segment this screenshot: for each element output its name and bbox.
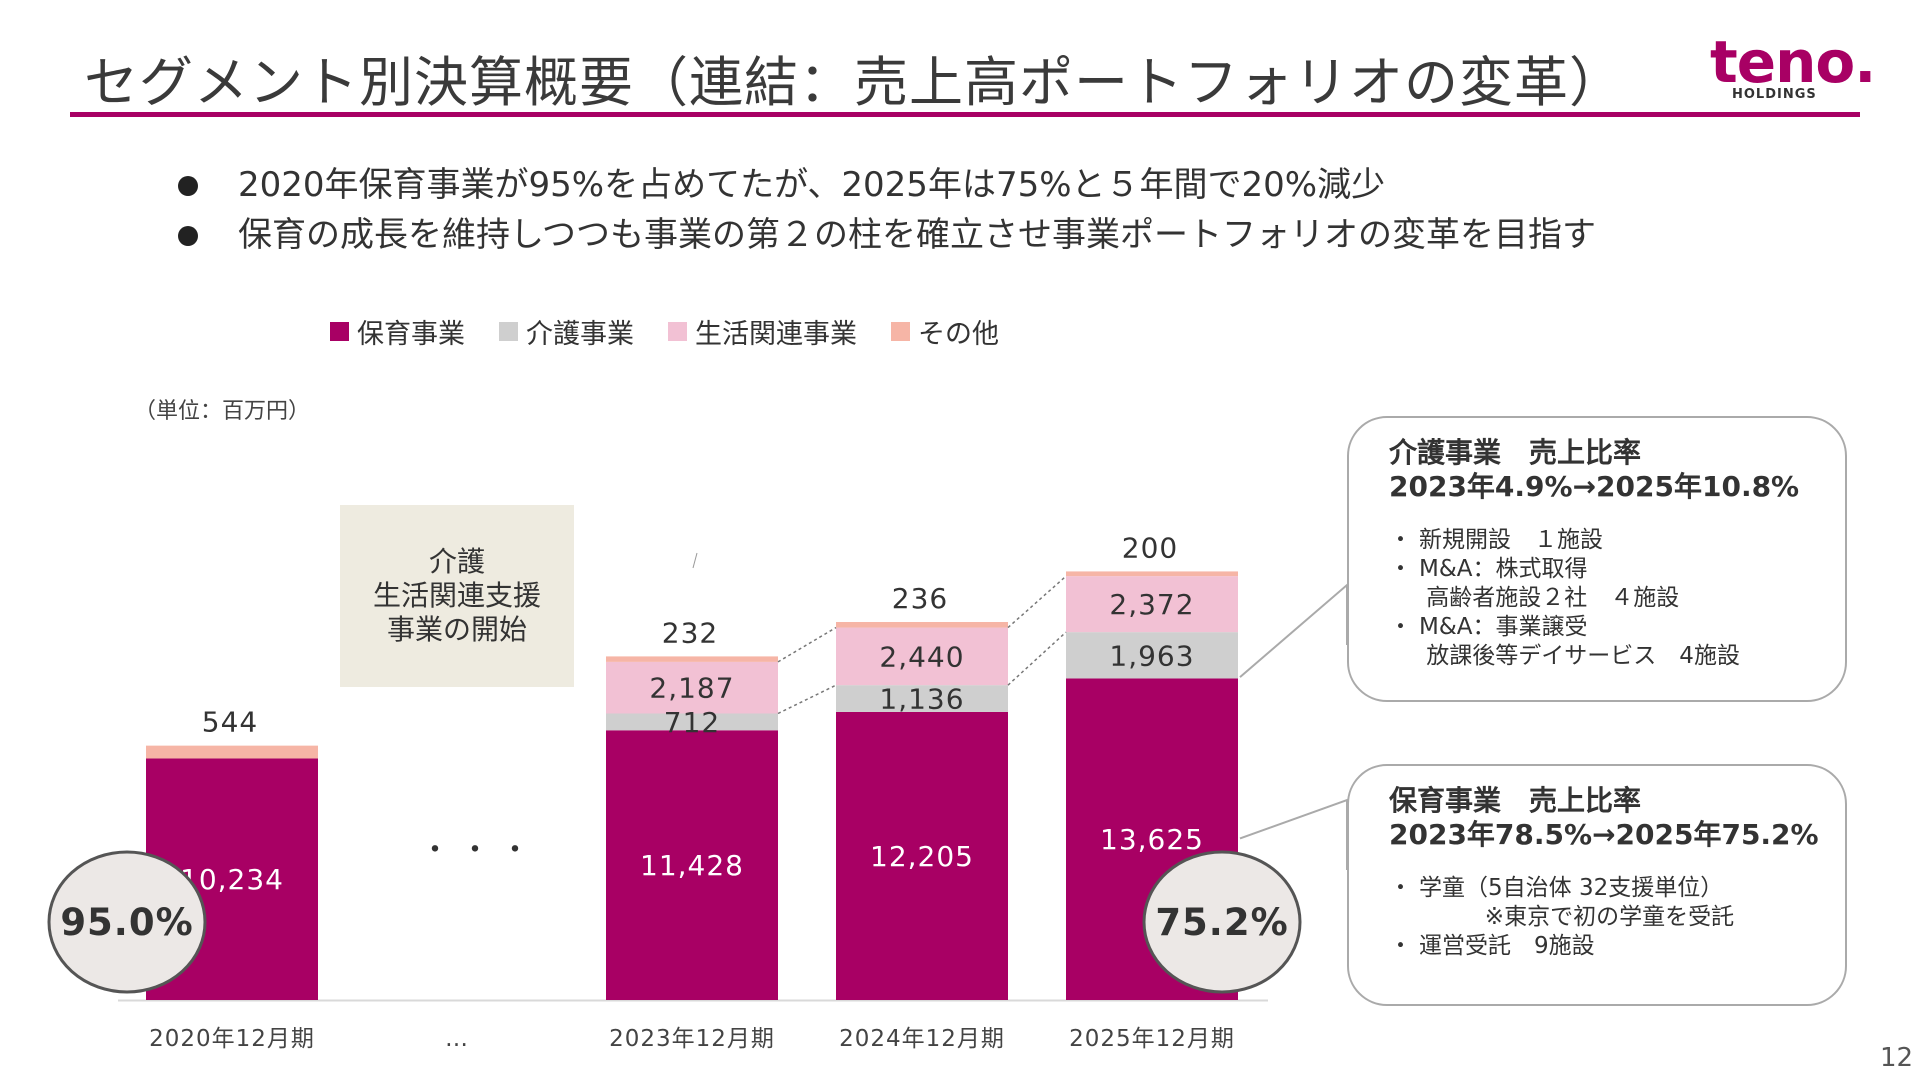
legend-label: その他 xyxy=(918,319,999,350)
data-label: 544 xyxy=(202,706,258,739)
summary-bullet: 保育の成長を維持しつつも事業の第２の柱を確立させ事業ポートフォリオの変革を目指す xyxy=(170,210,1596,260)
x-tick-label: 2023年12月期 xyxy=(609,1026,775,1052)
page-number: 12 xyxy=(1880,1043,1914,1073)
callout-item-text: 運営受託 9施設 xyxy=(1419,933,1595,959)
data-label: 2,372 xyxy=(1109,588,1194,621)
x-tick-label: 2024年12月期 xyxy=(839,1026,1005,1052)
callout-heading: 2023年4.9%→2025年10.8% xyxy=(1389,470,1800,503)
connector-line xyxy=(777,626,837,663)
data-label: 12,205 xyxy=(870,840,974,873)
callout-list: ・新規開設 １施設・ M&A：株式取得 高齢者施設２社 ４施設・ M&A：事業譲受 … xyxy=(1389,526,1845,671)
page-title: セグメント別決算概要（連結：売上高ポートフォリオの変革） xyxy=(84,51,1624,114)
callout-item: 高齢者施設２社 ４施設 xyxy=(1389,584,1845,613)
callout-item-bullet: ・ xyxy=(1389,527,1412,553)
callout-heading: 保育事業 売上比率 xyxy=(1389,784,1642,817)
legend-item-kaigo: 介護事業 xyxy=(499,312,634,351)
share-badge xyxy=(47,850,207,994)
callout-item-text: ※東京で初の学童を受託 xyxy=(1419,904,1735,930)
gap-dots: ・・・ xyxy=(420,833,540,868)
legend-item-seikatsu: 生活関連事業 xyxy=(668,312,857,351)
share-badge-label: 95.0% xyxy=(60,901,193,944)
bar-segment-hoiku xyxy=(606,730,778,1000)
callout-item: 放課後等デイサービス 4施設 xyxy=(1389,642,1845,671)
x-tick-label: 2025年12月期 xyxy=(1069,1026,1235,1052)
share-badge xyxy=(1142,850,1302,994)
bar-segment-sonota xyxy=(1066,571,1238,577)
data-label: 712 xyxy=(664,706,720,739)
callout-item: ・学童（5自治体 32支援単位） xyxy=(1389,874,1845,903)
x-tick-label: … xyxy=(445,1026,469,1052)
legend-swatch xyxy=(499,322,518,341)
callout-item-bullet: ・ xyxy=(1389,875,1412,901)
callout-item-text: 学童（5自治体 32支援単位） xyxy=(1419,875,1724,901)
note-line: 生活関連支援 xyxy=(372,579,541,612)
callout-item-bullet: ・ xyxy=(1389,614,1412,640)
bar-segment-hoiku xyxy=(836,711,1008,1000)
callout-item: ・ M&A：株式取得 xyxy=(1389,555,1845,584)
callout-heading: 2023年78.5%→2025年75.2% xyxy=(1389,818,1819,851)
summary-bullet: 2020年保育事業が95%を占めてたが、2025年は75%と５年間で20%減少 xyxy=(170,160,1596,210)
callout-item: ・運営受託 9施設 xyxy=(1389,932,1845,961)
label-leader xyxy=(692,552,698,569)
logo-subtext: HOLDINGS xyxy=(1732,87,1817,102)
data-label: 2,187 xyxy=(649,672,734,705)
hoiku-callout: 保育事業 売上比率 2023年78.5%→2025年75.2% ・学童（5自治体… xyxy=(1347,764,1847,1006)
note-box: 介護 生活関連支援 事業の開始 xyxy=(340,505,574,687)
unit-label: （単位：百万円） xyxy=(134,399,311,424)
callout-item: ・新規開設 １施設 xyxy=(1389,526,1845,555)
legend-label: 介護事業 xyxy=(526,319,634,350)
bar-segment-sonota xyxy=(836,621,1008,628)
share-badge-label: 75.2% xyxy=(1155,901,1288,944)
chart-legend: 保育事業 介護事業 生活関連事業 その他 xyxy=(330,312,999,351)
data-label: 232 xyxy=(662,616,718,649)
callout-item: ※東京で初の学童を受託 xyxy=(1389,903,1845,932)
note-line: 事業の開始 xyxy=(386,613,527,646)
callout-list: ・学童（5自治体 32支援単位） ※東京で初の学童を受託・運営受託 9施設 xyxy=(1389,874,1845,961)
x-tick-label: 2020年12月期 xyxy=(149,1026,315,1052)
connector-line xyxy=(1007,631,1067,686)
note-line: 介護 xyxy=(428,545,485,578)
bar-segment-kaigo xyxy=(836,685,1008,712)
callout-item-text: M&A：株式取得 xyxy=(1419,556,1588,582)
callout-item-text: M&A：事業譲受 xyxy=(1419,614,1588,640)
legend-swatch xyxy=(891,322,910,341)
callout-item-text: 放課後等デイサービス 4施設 xyxy=(1419,643,1740,669)
data-label: 1,136 xyxy=(879,683,964,716)
legend-item-sonota: その他 xyxy=(891,312,999,351)
kaigo-callout: 介護事業 売上比率 2023年4.9%→2025年10.8% ・新規開設 １施設… xyxy=(1347,416,1847,702)
bar-segment-kaigo xyxy=(1066,632,1238,679)
data-label: 2,440 xyxy=(879,640,964,673)
legend-item-hoiku: 保育事業 xyxy=(330,312,465,351)
data-label: 1,963 xyxy=(1109,639,1194,672)
company-logo: teno. HOLDINGS xyxy=(1700,28,1876,108)
bar-segment-sonota xyxy=(146,745,318,759)
connector-line xyxy=(777,684,837,715)
logo-wordmark: teno. xyxy=(1710,28,1876,96)
bar-segment-seikatsu xyxy=(1066,576,1238,633)
title-divider xyxy=(70,112,1860,117)
bar-segment-seikatsu xyxy=(836,627,1008,686)
callout-item-text: 高齢者施設２社 ４施設 xyxy=(1419,585,1680,611)
kaigo-callout-pointer xyxy=(1239,582,1348,678)
callout-item-bullet: ・ xyxy=(1389,933,1412,959)
bar-segment-kaigo xyxy=(606,713,778,731)
connector-line xyxy=(1007,575,1067,629)
bar-segment-sonota xyxy=(606,656,778,662)
callout-item: ・ M&A：事業譲受 xyxy=(1389,613,1845,642)
data-label: 200 xyxy=(1122,531,1178,564)
legend-swatch xyxy=(330,322,349,341)
data-label: 236 xyxy=(892,582,948,615)
bar-segment-seikatsu xyxy=(606,661,778,714)
legend-label: 生活関連事業 xyxy=(695,319,857,350)
callout-item-text: 新規開設 １施設 xyxy=(1419,527,1603,553)
data-label: 11,428 xyxy=(640,849,744,882)
callout-heading: 介護事業 売上比率 xyxy=(1389,436,1642,469)
data-label: 13,625 xyxy=(1100,823,1204,856)
summary-bullets: 2020年保育事業が95%を占めてたが、2025年は75%と５年間で20%減少 … xyxy=(170,160,1596,260)
legend-swatch xyxy=(668,322,687,341)
legend-label: 保育事業 xyxy=(357,319,465,350)
callout-item-bullet: ・ xyxy=(1389,556,1412,582)
